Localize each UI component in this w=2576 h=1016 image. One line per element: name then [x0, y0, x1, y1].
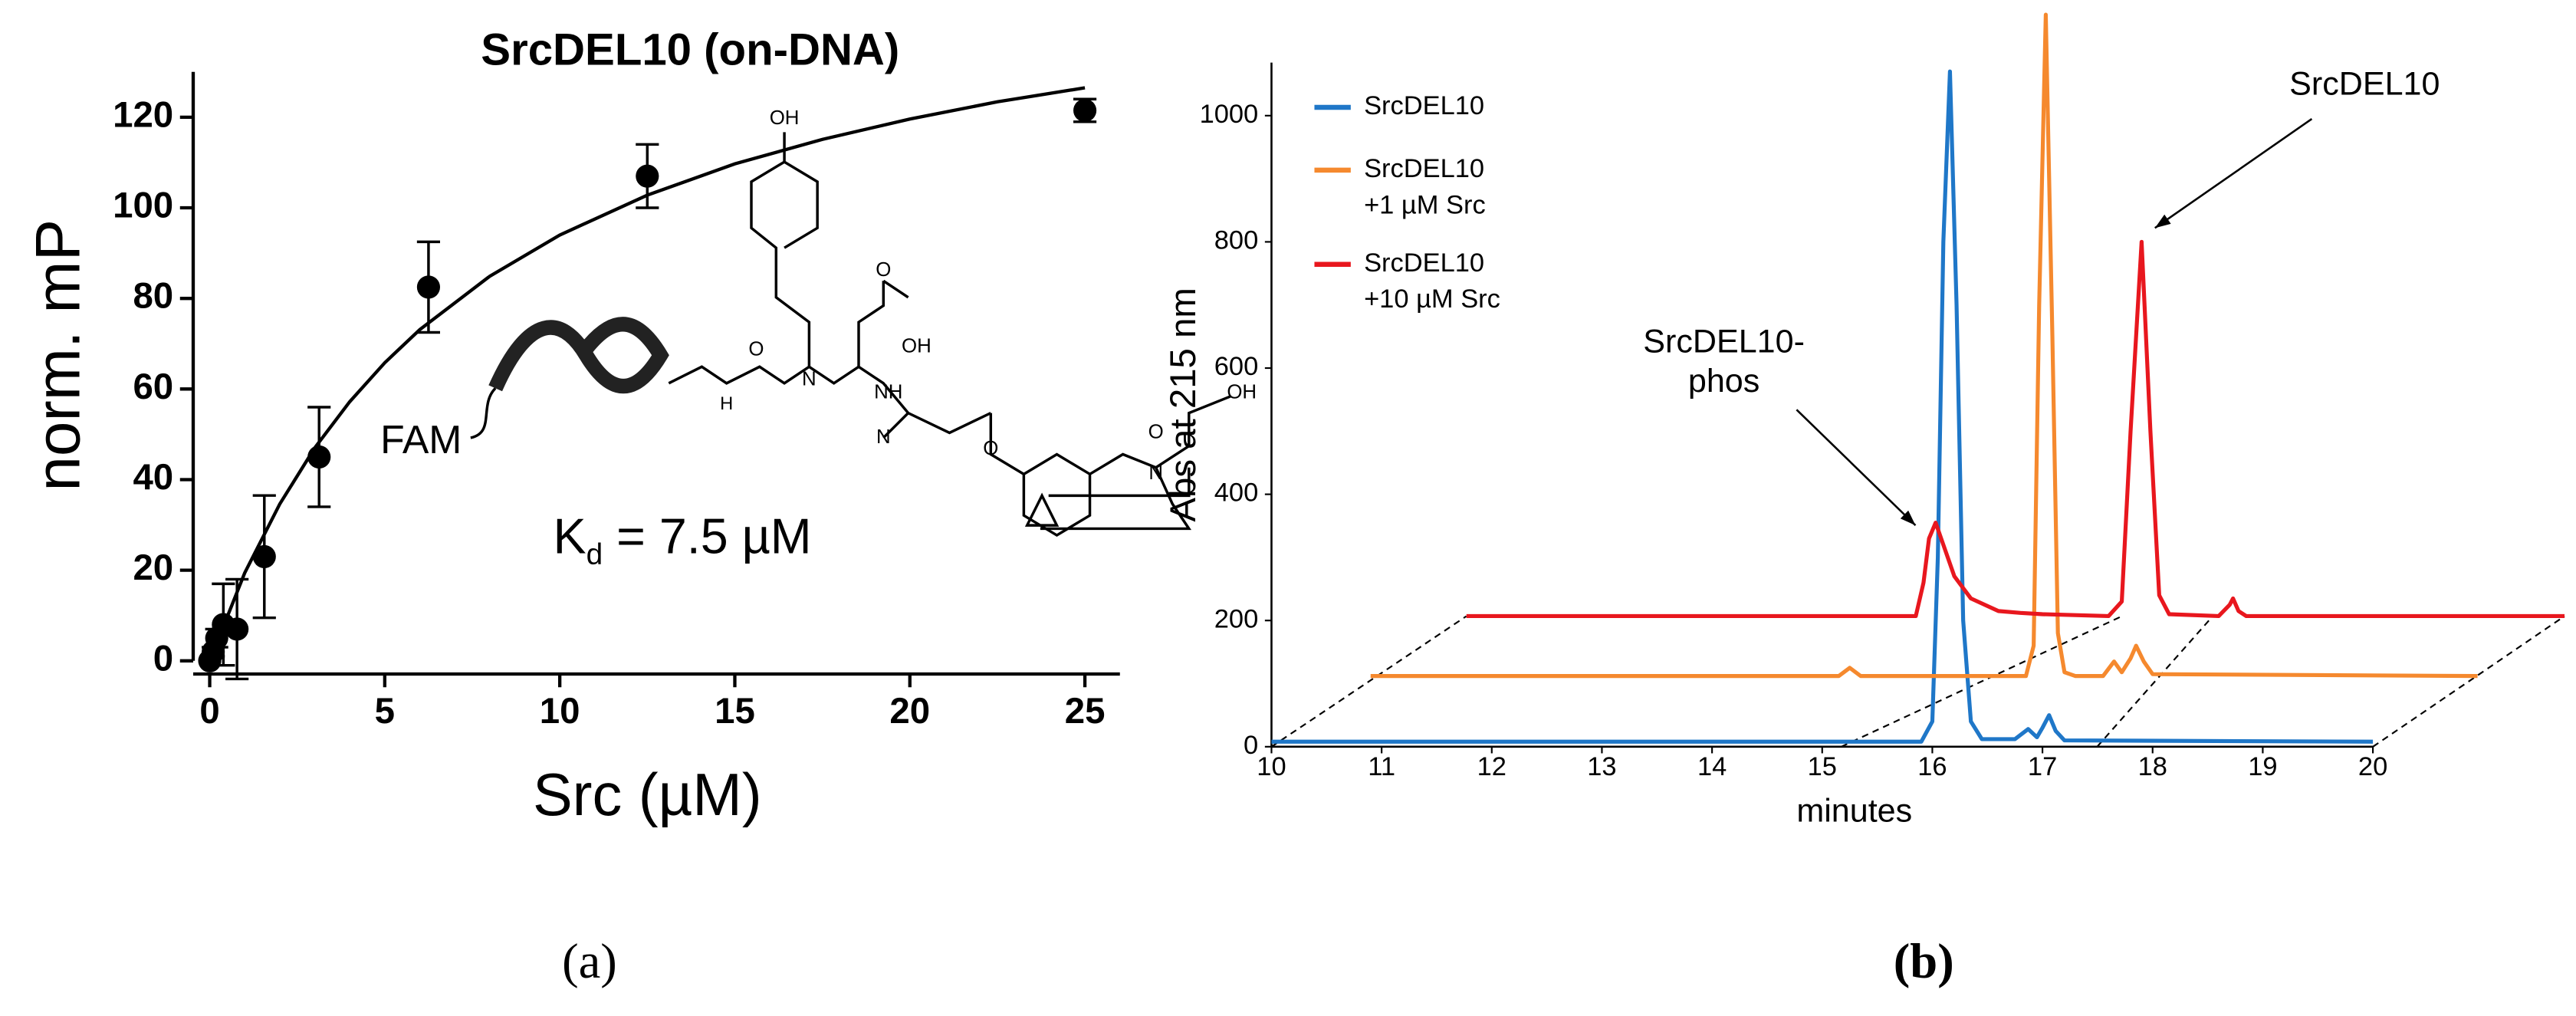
caption: (b)	[1894, 933, 1954, 989]
y-tick-label: 60	[133, 367, 173, 407]
legend-label: SrcDEL10	[1364, 154, 1484, 183]
kd-annotation: Kd = 7.5 µM	[554, 509, 812, 572]
structure-label: FAM	[380, 417, 462, 462]
structure	[470, 132, 1231, 538]
x-tick-label: 15	[715, 691, 755, 732]
kd-subscript: d	[586, 538, 603, 571]
legend-label: +1 µM Src	[1364, 190, 1486, 219]
y-axis-label: Abs at 215 nm	[1163, 288, 1204, 522]
x-tick-label: 5	[375, 691, 395, 732]
x-tick-label: 25	[1065, 691, 1106, 732]
caption: (a)	[562, 933, 617, 989]
x-tick-label: 19	[2248, 752, 2277, 781]
legend-label: SrcDEL10	[1364, 248, 1484, 278]
x-tick-label: 17	[2028, 752, 2057, 781]
structure-label: O	[1148, 421, 1164, 442]
annotation: SrcDEL10-	[1643, 324, 1805, 360]
perspective-guide	[1270, 615, 1467, 748]
chart-title: SrcDEL10 (on-DNA)	[481, 25, 899, 74]
data-point	[636, 164, 659, 188]
x-tick-label: 16	[1917, 752, 1947, 781]
perspective-guide	[2372, 615, 2565, 748]
y-tick-label: 100	[113, 186, 173, 226]
y-tick-label: 400	[1214, 478, 1258, 508]
data-point	[252, 544, 276, 568]
arrowhead	[2154, 214, 2171, 229]
annotation: SrcDEL10	[2289, 65, 2440, 102]
perspective-guide	[2096, 615, 2213, 748]
y-tick-label: 600	[1214, 352, 1258, 381]
x-tick-label: 10	[540, 691, 580, 732]
perspective-guide	[1841, 615, 2123, 748]
trace	[1271, 69, 2374, 744]
structure-label: OH	[902, 335, 932, 357]
structure-label: N	[1148, 462, 1163, 484]
structure-label: O	[748, 339, 764, 360]
kd-symbol: K	[554, 509, 586, 564]
data-point	[1073, 98, 1097, 123]
x-axis-label: minutes	[1796, 792, 1912, 829]
x-axis-label: Src (µM)	[533, 762, 762, 828]
x-tick-label: 20	[889, 691, 930, 732]
kd-value: = 7.5 µM	[603, 509, 811, 564]
x-tick-label: 18	[2138, 752, 2167, 781]
structure-label: H	[720, 394, 733, 414]
legend-label: +10 µM Src	[1364, 284, 1500, 314]
structure-label: OH	[770, 107, 800, 129]
x-tick-label: 10	[1257, 752, 1286, 781]
y-tick-label: 120	[113, 94, 173, 135]
annotation-arrow	[2154, 118, 2313, 229]
y-tick-label: 20	[133, 547, 173, 588]
fit-curve	[208, 86, 1086, 662]
y-tick-label: 80	[133, 276, 173, 317]
x-tick-label: 11	[1368, 752, 1395, 781]
x-tick-label: 13	[1587, 752, 1616, 781]
annotation-arrow	[1796, 409, 1917, 527]
y-tick-label: 800	[1214, 226, 1258, 255]
y-tick-label: 0	[153, 638, 173, 679]
data-point	[416, 275, 440, 299]
y-tick-label: 200	[1214, 604, 1258, 633]
trace	[1370, 12, 2478, 679]
structure-label: O	[983, 438, 998, 459]
data-point	[225, 617, 249, 641]
annotation: phos	[1688, 363, 1760, 399]
structure-label: N	[802, 368, 816, 390]
structure-label: OH	[1227, 382, 1257, 403]
data-point	[307, 445, 331, 469]
x-tick-label: 20	[2358, 752, 2387, 781]
y-tick-label: 1000	[1200, 100, 1259, 129]
y-axis-label: norm. mP	[23, 219, 93, 492]
trace	[1466, 239, 2565, 619]
legend-label: SrcDEL10	[1364, 91, 1484, 120]
x-tick-label: 15	[1808, 752, 1837, 781]
x-tick-label: 12	[1477, 752, 1506, 781]
y-tick-label: 0	[1244, 731, 1258, 760]
arrowhead	[1900, 510, 1916, 526]
structure-label: NH	[874, 382, 902, 403]
x-tick-label: 14	[1697, 752, 1727, 781]
structure-label: N	[876, 426, 891, 448]
structure-label: O	[876, 259, 891, 281]
y-tick-label: 40	[133, 457, 173, 498]
x-tick-label: 0	[199, 691, 219, 732]
